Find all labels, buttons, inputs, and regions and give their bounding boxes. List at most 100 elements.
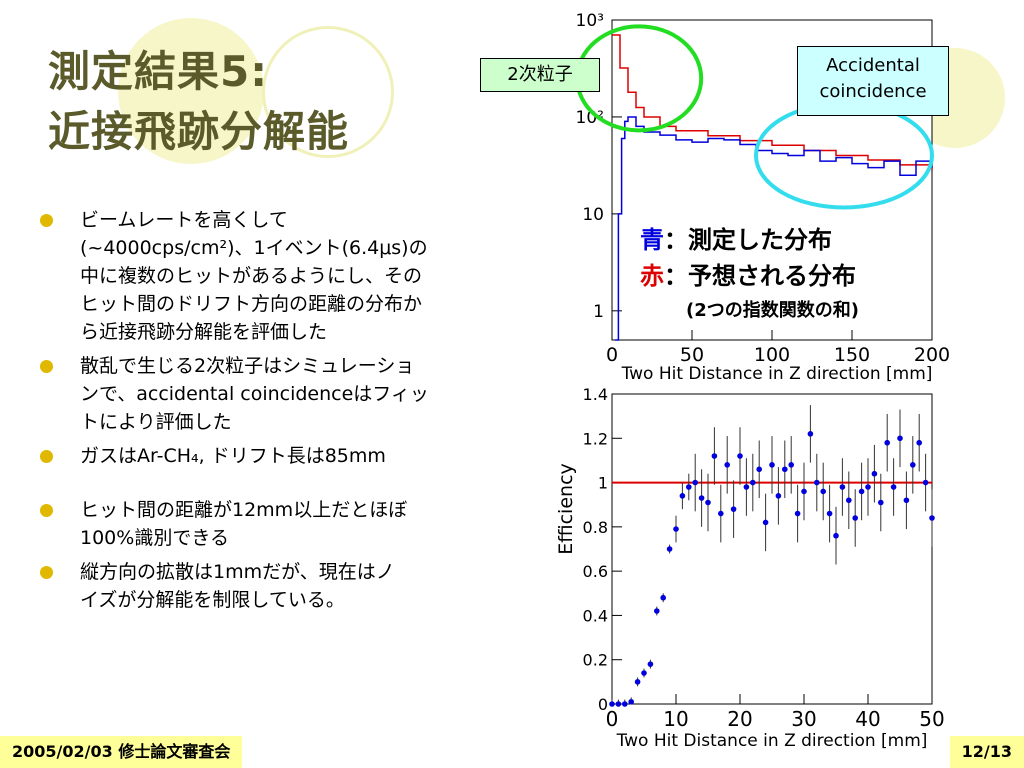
y-tick-label: 1	[593, 302, 604, 322]
y-tick-label: 10	[582, 205, 604, 225]
data-point	[724, 462, 730, 468]
data-point	[615, 701, 622, 707]
x-tick-label: 150	[834, 344, 870, 366]
data-point	[794, 510, 801, 517]
data-point	[788, 462, 794, 468]
data-point	[852, 515, 858, 521]
data-point	[878, 499, 884, 506]
x-axis-label: Two Hit Distance in Z direction [mm]	[621, 364, 933, 382]
data-point	[718, 510, 724, 517]
data-point	[884, 439, 890, 446]
data-point	[871, 470, 878, 477]
data-point	[782, 466, 788, 473]
page-title-line1: 測定結果5:	[48, 47, 269, 96]
data-point	[910, 462, 916, 468]
bullet-item: ビームレートを高くして (~4000cps/cm²)、1イベント(6.4μs)の…	[38, 206, 528, 346]
data-point	[769, 462, 775, 468]
y-tick-label: 0.6	[583, 562, 608, 581]
footer-page-number: 12/13	[949, 736, 1024, 768]
bullet-list: ビームレートを高くして (~4000cps/cm²)、1イベント(6.4μs)の…	[38, 206, 528, 620]
data-point	[890, 484, 897, 490]
page-title: 測定結果5: 近接飛跡分解能	[48, 42, 349, 162]
data-point	[775, 493, 782, 499]
bullet-item: 散乱で生じる2次粒子はシミュレーショ ンで、accidental coincid…	[38, 352, 528, 436]
data-point	[807, 431, 814, 437]
data-point	[711, 453, 718, 459]
y-tick-label: 1.2	[583, 429, 608, 448]
bullet-line: 100%識別できる	[80, 527, 229, 549]
data-point	[641, 670, 647, 676]
data-point	[762, 519, 769, 526]
accidental-coincidence-label: Accidental coincidence	[797, 46, 949, 116]
data-point	[833, 532, 839, 539]
bullet-item: ガスはAr-CH₄, ドリフト長は85mm	[38, 442, 528, 470]
data-point	[826, 510, 833, 517]
bullet-dot-icon	[40, 360, 53, 373]
bullet-line: トにより評価した	[80, 411, 232, 433]
bullet-line: ガスはAr-CH₄, ドリフト長は85mm	[80, 445, 386, 467]
data-point	[622, 701, 628, 707]
x-tick-label: 0	[606, 707, 619, 731]
data-point	[916, 439, 922, 446]
data-point	[743, 484, 750, 490]
secondary-particle-label: 2次粒子	[480, 58, 600, 92]
data-point	[814, 479, 820, 486]
x-tick-label: 100	[754, 344, 790, 366]
bullet-dot-icon	[40, 566, 53, 579]
data-point	[846, 497, 852, 504]
series-expected	[612, 34, 933, 171]
footer-date: 2005/02/03 修士論文審査会	[0, 736, 243, 768]
data-point	[865, 484, 871, 490]
bullet-item: ヒット間の距離が12mm以上だとほぼ 100%識別できる	[38, 496, 528, 552]
data-point	[654, 608, 660, 614]
y-tick-label: 10²	[576, 108, 604, 128]
bullet-line: ら近接飛跡分解能を評価した	[80, 321, 328, 343]
data-point	[756, 466, 762, 473]
data-point	[929, 515, 935, 521]
accidental-line1: Accidental	[826, 55, 920, 76]
bullet-line: (~4000cps/cm²)、1イベント(6.4μs)の	[80, 237, 428, 259]
series-measured	[615, 116, 933, 341]
bullet-dot-icon	[40, 504, 53, 517]
data-point	[698, 495, 705, 501]
data-point	[660, 594, 666, 601]
bullet-line: ヒット間のドリフト方向の距離の分布か	[80, 293, 423, 315]
data-point	[673, 526, 679, 532]
y-tick-label: 0	[598, 695, 608, 714]
data-point	[628, 698, 634, 705]
x-tick-label: 50	[919, 707, 944, 731]
legend-expected-text: ：予想される分布	[664, 262, 856, 290]
bullet-line: ヒット間の距離が12mm以上だとほぼ	[80, 499, 408, 521]
y-tick-label: 0.4	[583, 606, 608, 625]
legend-expected: 赤：予想される分布	[640, 256, 856, 291]
x-tick-label: 40	[855, 707, 880, 731]
bullet-line: 縦方向の拡散は1mmだが、現在はノ	[80, 561, 395, 583]
y-tick-label: 1.4	[583, 385, 608, 404]
data-point	[679, 493, 686, 499]
y-tick-label: 0.2	[583, 651, 608, 670]
x-tick-label: 50	[680, 344, 704, 366]
legend-measured-char: 青	[640, 226, 664, 254]
legend-measured: 青：測定した分布	[640, 220, 832, 255]
data-point	[609, 701, 615, 707]
bullet-line: イズが分解能を制限している。	[80, 589, 345, 611]
data-point	[666, 546, 673, 552]
data-point	[903, 497, 910, 504]
legend-expected-char: 赤	[640, 262, 664, 290]
data-point	[737, 453, 743, 459]
data-point	[897, 435, 903, 442]
data-point	[634, 679, 641, 685]
legend-measured-text: ：測定した分布	[664, 226, 832, 254]
bullet-line: ンで、accidental coincidenceはフィッ	[80, 383, 429, 405]
data-point	[647, 661, 654, 667]
decor-circle-left-ring	[262, 26, 394, 158]
x-tick-label: 20	[727, 707, 752, 731]
x-tick-label: 0	[606, 344, 618, 366]
data-point	[705, 499, 711, 506]
data-point	[839, 484, 846, 490]
data-point	[858, 488, 865, 495]
x-tick-label: 30	[791, 707, 816, 731]
data-point	[692, 479, 698, 486]
